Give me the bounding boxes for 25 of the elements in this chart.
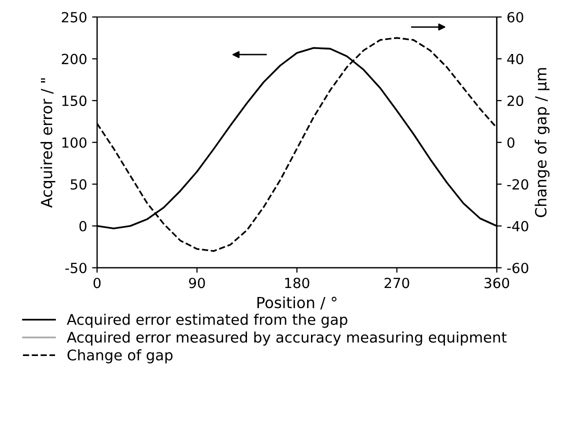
legend-label: Acquired error estimated from the gap (66, 314, 348, 328)
y2-tick-label: 20 (508, 96, 524, 106)
x-tick-label: 90 (189, 278, 205, 288)
y-tick-label: -50 (65, 262, 86, 274)
y-tick-label: 0 (79, 220, 86, 232)
x-tick-label: 360 (484, 278, 510, 288)
y2-tick-label: 0 (507, 137, 514, 148)
y-axis-title: Acquired error / " (40, 78, 56, 208)
y2-tick-label: -20 (507, 179, 528, 190)
y2-axis-title: Change of gap / μm (534, 68, 550, 218)
y-tick-label: 100 (62, 137, 86, 148)
y-tick-label: 50 (70, 179, 86, 190)
y-tick-label: 150 (62, 96, 86, 106)
y2-tick-label: -40 (507, 220, 528, 232)
y2-tick-label: 40 (507, 54, 524, 64)
y2-tick-label: 60 (507, 12, 524, 22)
x-tick-label: 0 (94, 278, 101, 288)
legend-label: Acquired error measured by accuracy measuring equipment (66, 331, 507, 346)
legend-label: Change of gap (68, 349, 173, 364)
x-axis-title: Position / ° (257, 296, 336, 310)
x-tick-label: 180 (285, 278, 310, 288)
y2-tick-label: -60 (507, 262, 528, 274)
y-tick-label: 250 (62, 12, 86, 22)
x-tick-label: 270 (384, 278, 410, 288)
y-tick-label: 200 (62, 54, 86, 64)
